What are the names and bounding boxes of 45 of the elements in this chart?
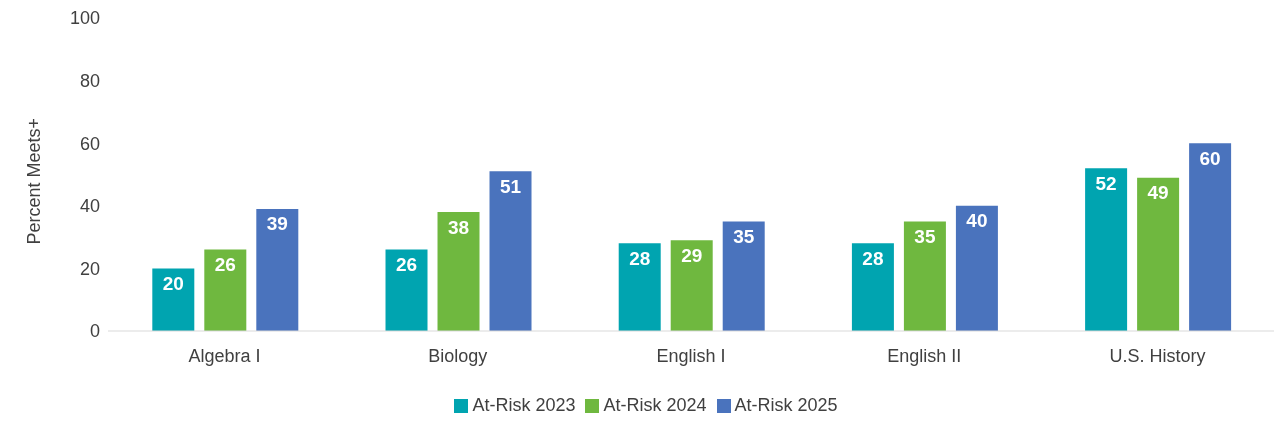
y-tick-label: 100 — [69, 8, 100, 29]
data-label: 51 — [499, 175, 522, 197]
data-label: 20 — [162, 272, 184, 294]
bar — [670, 240, 713, 331]
data-label: 28 — [862, 247, 884, 269]
bar — [437, 212, 480, 331]
legend-label: At-Risk 2023 — [472, 395, 576, 415]
data-label: 29 — [681, 244, 703, 266]
bar — [903, 221, 946, 331]
data-label: 26 — [214, 254, 236, 276]
y-axis-title: Percent Meets+ — [24, 117, 45, 245]
bar — [851, 243, 894, 331]
legend-label: At-Risk 2025 — [734, 395, 838, 415]
x-tick-label: Biology — [428, 345, 488, 366]
y-tick-label: 20 — [79, 258, 100, 279]
bar — [618, 243, 661, 331]
x-tick-label: Algebra I — [188, 345, 261, 366]
data-label: 49 — [1147, 182, 1169, 204]
bar — [722, 221, 765, 331]
y-tick-label: 60 — [79, 133, 100, 154]
legend-label: At-Risk 2024 — [603, 395, 707, 415]
bar — [385, 249, 428, 331]
data-label: 35 — [914, 225, 936, 247]
data-label: 39 — [266, 213, 288, 235]
bar — [256, 208, 299, 331]
bar — [152, 268, 195, 331]
x-tick-label: U.S. History — [1109, 345, 1206, 366]
bar — [489, 171, 532, 331]
bar — [1137, 177, 1180, 331]
data-label: 35 — [733, 225, 755, 247]
x-tick-label: English I — [656, 345, 726, 366]
data-label: 40 — [966, 210, 988, 232]
data-label: 26 — [395, 254, 418, 276]
x-tick-label: English II — [887, 345, 962, 366]
bar — [1085, 168, 1128, 331]
bar — [955, 205, 998, 331]
data-label: 38 — [447, 216, 470, 238]
y-tick-label: 0 — [89, 321, 100, 342]
data-label: 28 — [629, 247, 651, 269]
y-tick-label: 80 — [79, 70, 100, 91]
bar — [204, 249, 247, 331]
data-label: 60 — [1199, 147, 1221, 169]
data-label: 52 — [1095, 172, 1117, 194]
y-tick-label: 40 — [79, 196, 100, 217]
bar — [1189, 143, 1232, 331]
